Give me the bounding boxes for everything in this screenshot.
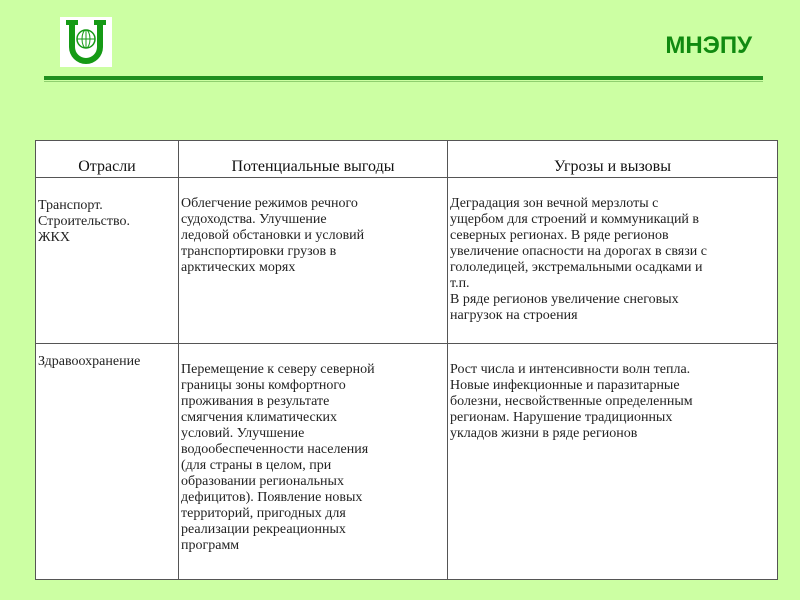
brand-title: МНЭПУ xyxy=(665,32,752,59)
table-header-row: Отрасли Потенциальные выгоды Угрозы и вы… xyxy=(35,140,778,178)
university-logo-icon xyxy=(66,20,106,64)
threats-cell: Рост числа и интенсивности волн тепла. Н… xyxy=(447,343,778,580)
benefits-cell: Облегчение режимов речного судоходства. … xyxy=(178,177,448,344)
benefits-cell: Перемещение к северу северной границы зо… xyxy=(178,343,448,580)
header-divider-shadow xyxy=(44,81,763,82)
climate-impact-table: Отрасли Потенциальные выгоды Угрозы и вы… xyxy=(35,140,778,580)
column-header-sectors: Отрасли xyxy=(35,140,179,178)
threats-cell: Деградация зон вечной мерзлоты с ущербом… xyxy=(447,177,778,344)
sector-cell: Транспорт. Строительство. ЖКХ xyxy=(35,177,179,344)
sector-cell: Здравоохранение xyxy=(35,343,179,580)
column-header-threats: Угрозы и вызовы xyxy=(447,140,778,178)
table-row: Транспорт. Строительство. ЖКХ Облегчение… xyxy=(35,177,778,344)
column-header-benefits: Потенциальные выгоды xyxy=(178,140,448,178)
header-divider xyxy=(44,76,763,80)
logo xyxy=(60,17,112,67)
table-row: Здравоохранение Перемещение к северу сев… xyxy=(35,343,778,580)
